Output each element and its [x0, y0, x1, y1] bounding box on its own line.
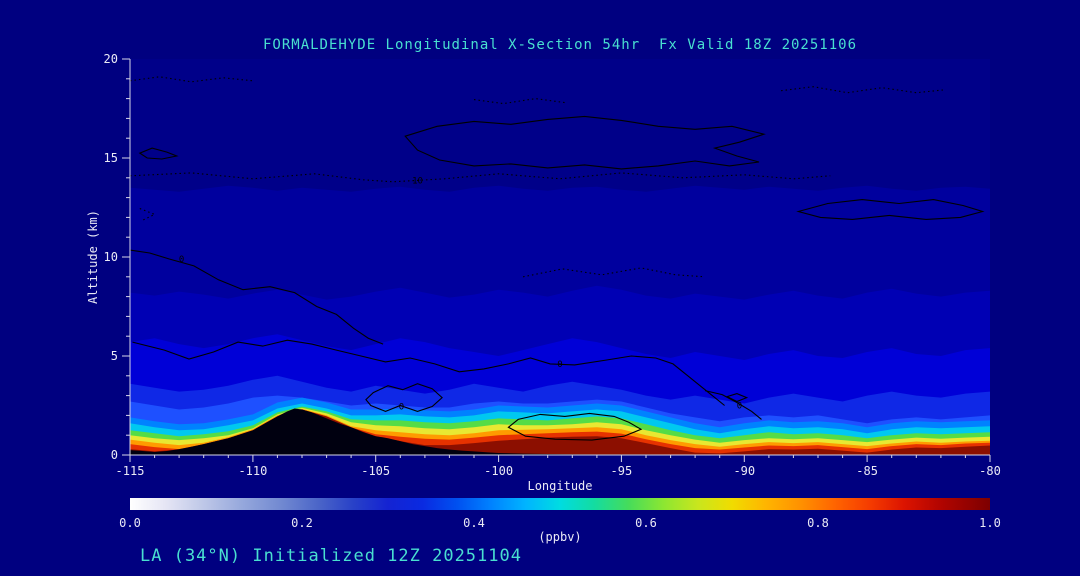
x-tick-label: -110 [238, 464, 267, 478]
y-axis-title: Altitude (km) [86, 210, 100, 304]
contour-label: 10 [412, 177, 423, 187]
x-tick-label: -105 [361, 464, 390, 478]
x-tick-label: -100 [484, 464, 513, 478]
contour-line [473, 98, 565, 105]
contour-label: 0 [737, 402, 742, 412]
xsection-field: 10 0 0 0 0 [130, 59, 990, 455]
x-tick-label: -80 [979, 464, 1001, 478]
y-tick-label: 10 [104, 250, 118, 264]
y-tick-label: 5 [111, 349, 118, 363]
x-tick-label: -85 [856, 464, 878, 478]
x-tick-label: -115 [116, 464, 145, 478]
contour-line [138, 147, 179, 160]
contour-line [704, 390, 762, 420]
contour-line [365, 383, 443, 412]
contour-line [130, 172, 831, 183]
terrain-silhouette [130, 408, 990, 455]
colorbar-gradient [130, 498, 990, 510]
y-tick-label: 20 [104, 52, 118, 66]
colorbar-tick-label: 0.4 [463, 516, 485, 530]
contour-line [404, 115, 766, 170]
x-tick-label: -95 [611, 464, 633, 478]
contour-label: 0 [179, 255, 184, 265]
contour-line [130, 249, 384, 345]
contour-label: 0 [399, 403, 404, 413]
axes: -115 -110 -105 -100 -95 -90 -85 -80 0 5 10 15 20 [104, 52, 1001, 478]
y-tick-label: 0 [111, 448, 118, 462]
colorbar-unit-label: (ppbv) [538, 530, 581, 544]
contour-line [130, 76, 253, 83]
chart-title: FORMALDEHYDE Longitudinal X-Section 54hr… [263, 37, 857, 53]
x-tick-label: -90 [733, 464, 755, 478]
colorbar-tick-label: 1.0 [979, 516, 1001, 530]
contour-line [507, 412, 643, 441]
colorbar: 0.0 0.2 0.4 0.6 0.8 1.0 [119, 498, 1001, 530]
colorbar-tick-label: 0.2 [291, 516, 313, 530]
chart-layers: 10 0 0 0 0 -115 -110 -105 -100 -95 -90 -85 -80 0 5 10 15… [104, 52, 1001, 530]
contour-line [522, 267, 706, 278]
contour-line [132, 339, 725, 406]
colorbar-tick-label: 0.6 [635, 516, 657, 530]
contour-line [139, 207, 156, 221]
init-info-label: LA (34°N) Initialized 12Z 20251104 [140, 546, 522, 566]
contour-label: 0 [557, 360, 562, 370]
x-axis-title: Longitude [527, 479, 592, 493]
contour-line [796, 199, 985, 220]
contour-line [725, 393, 749, 403]
y-tick-label: 15 [104, 151, 118, 165]
colorbar-tick-label: 0.0 [119, 516, 141, 530]
colorbar-tick-label: 0.8 [807, 516, 829, 530]
